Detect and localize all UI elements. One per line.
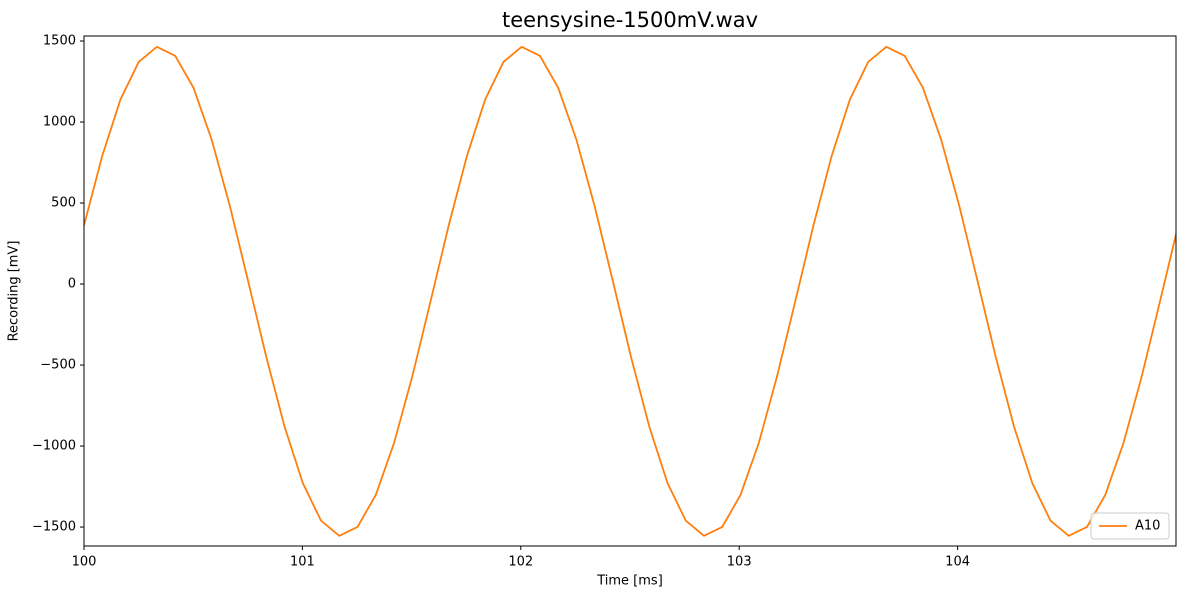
y-tick-label: −1500: [32, 520, 76, 535]
plot-area: [84, 45, 1176, 537]
chart-title: teensysine-1500mV.wav: [502, 8, 758, 32]
series-line: [84, 45, 1176, 537]
y-tick-label: 0: [68, 277, 76, 292]
x-tick-label: 100: [72, 555, 97, 570]
legend-label: A10: [1135, 519, 1160, 534]
x-tick-label: 101: [290, 555, 315, 570]
x-tick-label: 104: [945, 555, 970, 570]
y-tick-label: 1500: [43, 34, 76, 49]
y-axis-label: Recording [mV]: [7, 241, 22, 342]
y-tick-label: 500: [51, 196, 76, 211]
legend-box: [1090, 512, 1170, 540]
x-tick-label: 103: [727, 555, 752, 570]
y-tick-label: −1000: [32, 439, 76, 454]
axes-frame: [83, 35, 1177, 547]
x-axis-label: Time [ms]: [596, 574, 663, 589]
y-tick-label: −500: [40, 358, 76, 373]
x-tick-label: 102: [508, 555, 533, 570]
y-tick-label: 1000: [43, 115, 76, 130]
